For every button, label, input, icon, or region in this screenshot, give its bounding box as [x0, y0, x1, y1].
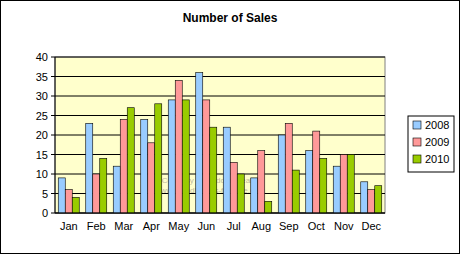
bar: [182, 100, 189, 213]
grid-line: [55, 135, 385, 136]
bar: [168, 100, 175, 213]
bar: [72, 197, 79, 213]
bar: [251, 178, 258, 213]
x-tick-label: Jun: [197, 220, 215, 232]
grid-line: [55, 96, 385, 97]
y-tick: [51, 135, 55, 136]
bar: [265, 201, 272, 213]
x-tick-label: Apr: [143, 220, 160, 232]
y-tick-label: 35: [36, 71, 48, 83]
x-tick-label: Dec: [361, 220, 381, 232]
y-tick: [51, 76, 55, 77]
bar: [258, 151, 265, 213]
y-tick-label: 0: [42, 207, 48, 219]
x-tick-label: May: [168, 220, 189, 232]
legend-label: 2010: [425, 153, 449, 165]
y-tick: [51, 174, 55, 175]
x-tick-label: Sep: [279, 220, 299, 232]
grid-line: [55, 154, 385, 155]
y-tick-label: 15: [36, 149, 48, 161]
y-tick: [51, 57, 55, 58]
y-tick-label: 30: [36, 90, 48, 102]
chart-root: Number of Sales0510152025303540Courtesy …: [0, 0, 460, 254]
bar: [100, 158, 107, 213]
bar: [230, 162, 237, 213]
bar: [175, 80, 182, 213]
legend-label: 2008: [425, 119, 449, 131]
bar: [127, 108, 134, 213]
plot-area: [55, 57, 385, 213]
x-tick-label: Oct: [308, 220, 325, 232]
bar: [113, 166, 120, 213]
legend-swatch: [413, 155, 421, 163]
bar: [65, 190, 72, 213]
bar: [203, 100, 210, 213]
legend-swatch: [413, 121, 421, 129]
bar: [93, 174, 100, 213]
y-tick-label: 5: [42, 188, 48, 200]
y-tick-label: 10: [36, 168, 48, 180]
bar: [306, 151, 313, 213]
bar: [313, 131, 320, 213]
bar: [347, 155, 354, 214]
y-tick-label: 25: [36, 110, 48, 122]
grid-line: [55, 76, 385, 77]
chart-border: [1, 1, 460, 254]
title: Number of Sales: [183, 11, 278, 25]
bar: [223, 127, 230, 213]
x-tick-label: Mar: [114, 220, 133, 232]
grid-line: [55, 57, 385, 58]
bar: [320, 158, 327, 213]
x-tick-label: Feb: [87, 220, 106, 232]
bar: [155, 104, 162, 213]
bar: [375, 186, 382, 213]
bar: [340, 155, 347, 214]
bar: [210, 127, 217, 213]
legend-swatch: [413, 138, 421, 146]
bar: [292, 170, 299, 213]
bar: [148, 143, 155, 213]
grid-line: [55, 115, 385, 116]
x-tick-label: Nov: [334, 220, 354, 232]
y-tick: [51, 193, 55, 194]
x-axis: [55, 213, 385, 214]
y-tick: [51, 213, 55, 214]
bar: [86, 123, 93, 213]
legend-label: 2009: [425, 136, 449, 148]
bar: [285, 123, 292, 213]
y-tick: [51, 96, 55, 97]
bar: [361, 182, 368, 213]
bar: [278, 135, 285, 213]
bar: [237, 174, 244, 213]
bar: [333, 166, 340, 213]
y-axis: [55, 57, 56, 213]
bar: [58, 178, 65, 213]
grid-line: [55, 213, 385, 214]
y-tick-label: 20: [36, 129, 48, 141]
x-tick-label: Jul: [227, 220, 241, 232]
y-tick: [51, 154, 55, 155]
bar: [120, 119, 127, 213]
bar: [141, 119, 148, 213]
y-tick: [51, 115, 55, 116]
y-tick-label: 40: [36, 51, 48, 63]
legend-box: [408, 116, 454, 172]
x-tick-label: Aug: [251, 220, 271, 232]
bar: [196, 73, 203, 213]
x-tick-label: Jan: [60, 220, 78, 232]
chart: Number of Sales0510152025303540Courtesy …: [0, 0, 460, 254]
bar: [368, 190, 375, 213]
bars: [58, 73, 382, 213]
